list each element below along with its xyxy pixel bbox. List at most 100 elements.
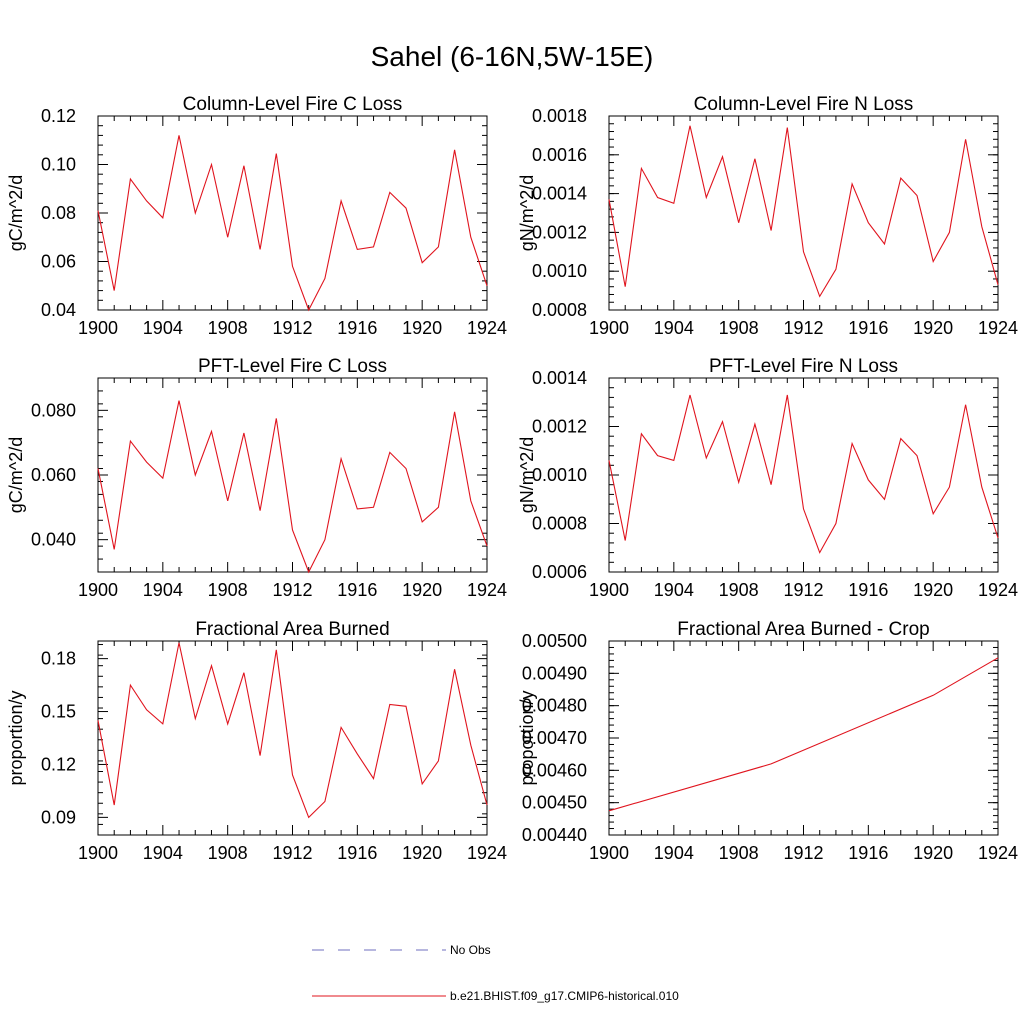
y-tick-label: 0.18	[41, 649, 76, 669]
plot-frame	[97, 377, 488, 573]
y-tick-label: 0.00450	[522, 793, 587, 813]
y-tick-label: 0.00470	[522, 728, 587, 748]
y-tick-label: 0.080	[31, 400, 76, 420]
y-tick-label: 0.0010	[532, 261, 587, 281]
panel-1: Column-Level Fire C Loss gC/m^2/d 1900 1904…	[6, 94, 507, 338]
y-tick-label: 0.10	[41, 155, 76, 175]
y-tick-label: 0.0006	[532, 562, 587, 582]
panel-title: PFT-Level Fire N Loss	[709, 356, 898, 377]
panel-title: Column-Level Fire C Loss	[183, 94, 403, 115]
y-tick-label: 0.0012	[532, 417, 587, 437]
y-tick-label: 0.0014	[532, 368, 587, 388]
x-tick-label: 1924	[467, 580, 507, 600]
x-tick-label: 1912	[783, 318, 823, 338]
panel-title: Column-Level Fire N Loss	[694, 94, 914, 115]
plot-frame	[608, 377, 999, 573]
panel-6: Fractional Area Burned - Crop proportion/…	[517, 619, 1018, 863]
x-tick-label: 1920	[402, 580, 442, 600]
x-tick-label: 1904	[654, 318, 694, 338]
x-tick-label: 1900	[589, 580, 629, 600]
figure-title: Sahel (6-16N,5W-15E)	[371, 41, 654, 72]
y-tick-label: 0.00480	[522, 696, 587, 716]
panel-4: PFT-Level Fire N Loss gN/m^2/d 1900 1904 190…	[517, 356, 1018, 600]
y-tick-label: 0.08	[41, 203, 76, 223]
panel-5: Fractional Area Burned proportion/y 1900 19…	[6, 619, 507, 863]
x-tick-label: 1908	[719, 843, 759, 863]
y-axis-label: gN/m^2/d	[517, 175, 537, 251]
plot-frame	[97, 115, 488, 311]
x-tick-label: 1912	[272, 843, 312, 863]
y-tick-label: 0.0014	[532, 184, 587, 204]
panels: Column-Level Fire C Loss gC/m^2/d 1900 1904…	[6, 94, 1018, 863]
legend-label-no-obs: No Obs	[450, 943, 491, 957]
x-tick-label: 1904	[143, 580, 183, 600]
panel-title: Fractional Area Burned	[195, 619, 389, 640]
x-tick-label: 1908	[208, 318, 248, 338]
x-tick-label: 1924	[978, 318, 1018, 338]
plot-frame	[608, 115, 999, 311]
y-tick-label: 0.0016	[532, 145, 587, 165]
x-tick-label: 1916	[337, 843, 377, 863]
y-tick-label: 0.12	[41, 106, 76, 126]
panel-title: PFT-Level Fire C Loss	[198, 356, 387, 377]
panel-2: Column-Level Fire N Loss gN/m^2/d 1900 1904…	[517, 94, 1018, 338]
y-tick-label: 0.06	[41, 252, 76, 272]
x-tick-label: 1904	[654, 843, 694, 863]
y-tick-label: 0.00440	[522, 825, 587, 845]
panel-3: PFT-Level Fire C Loss gC/m^2/d 1900 1904 190…	[6, 356, 507, 600]
y-tick-label: 0.09	[41, 807, 76, 827]
y-tick-label: 0.00460	[522, 760, 587, 780]
x-tick-label: 1924	[467, 843, 507, 863]
y-tick-label: 0.12	[41, 754, 76, 774]
x-tick-label: 1920	[402, 318, 442, 338]
y-tick-label: 0.0012	[532, 222, 587, 242]
x-tick-label: 1900	[78, 580, 118, 600]
series-line	[97, 135, 488, 312]
y-axis-label: gC/m^2/d	[6, 437, 26, 513]
x-tick-label: 1924	[467, 318, 507, 338]
x-tick-label: 1908	[208, 843, 248, 863]
x-tick-label: 1908	[719, 580, 759, 600]
x-tick-label: 1916	[848, 580, 888, 600]
x-tick-label: 1900	[589, 843, 629, 863]
legend-label-model: b.e21.BHIST.f09_g17.CMIP6-historical.010	[450, 989, 679, 1003]
y-tick-label: 0.0010	[532, 465, 587, 485]
y-tick-label: 0.0018	[532, 106, 587, 126]
y-tick-label: 0.04	[41, 300, 76, 320]
y-tick-label: 0.060	[31, 465, 76, 485]
x-tick-label: 1920	[913, 318, 953, 338]
x-tick-label: 1908	[208, 580, 248, 600]
x-tick-label: 1912	[272, 318, 312, 338]
x-tick-label: 1924	[978, 580, 1018, 600]
x-tick-label: 1916	[337, 580, 377, 600]
x-tick-label: 1912	[783, 843, 823, 863]
x-tick-label: 1912	[783, 580, 823, 600]
y-tick-label: 0.040	[31, 530, 76, 550]
y-axis-label: proportion/y	[517, 690, 537, 785]
x-tick-label: 1916	[848, 318, 888, 338]
x-tick-label: 1908	[719, 318, 759, 338]
series-line	[608, 657, 999, 812]
y-tick-label: 0.00500	[522, 631, 587, 651]
x-tick-label: 1900	[78, 318, 118, 338]
y-axis-label: gC/m^2/d	[6, 175, 26, 251]
plot-frame	[608, 640, 999, 836]
series-line	[97, 400, 488, 574]
series-line	[608, 125, 999, 298]
x-tick-label: 1920	[913, 843, 953, 863]
y-tick-label: 0.15	[41, 702, 76, 722]
x-tick-label: 1912	[272, 580, 312, 600]
y-tick-label: 0.00490	[522, 663, 587, 683]
y-axis-label: gN/m^2/d	[517, 437, 537, 513]
x-tick-label: 1904	[654, 580, 694, 600]
x-tick-label: 1920	[913, 580, 953, 600]
x-tick-label: 1904	[143, 843, 183, 863]
y-tick-label: 0.0008	[532, 514, 587, 534]
y-tick-label: 0.0008	[532, 300, 587, 320]
x-tick-label: 1904	[143, 318, 183, 338]
y-axis-label: proportion/y	[6, 690, 26, 785]
plot-frame	[97, 640, 488, 836]
legend: No Obs b.e21.BHIST.f09_g17.CMIP6-histori…	[312, 943, 679, 1003]
series-line	[608, 394, 999, 554]
